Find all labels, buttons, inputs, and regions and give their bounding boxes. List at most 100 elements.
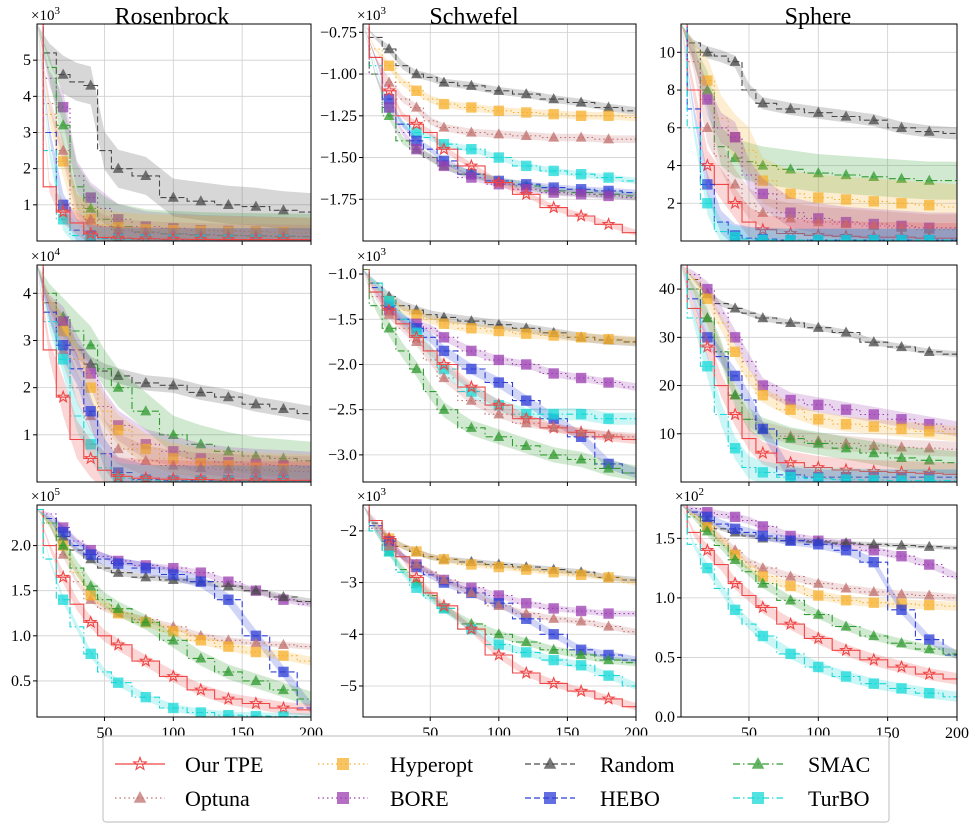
marker-our-tpe [811,460,826,474]
legend-entry-random: Random [525,752,675,777]
marker-turbo [168,234,179,241]
axes-frame [362,264,637,483]
marker-optuna [548,421,560,432]
marker-our-tpe [56,569,71,584]
marker-smac [701,312,713,323]
band-our-tpe [37,509,311,716]
marker-random [167,191,179,202]
tick-labels: 10 20 30 40 [659,281,958,486]
marker-bore [924,418,935,430]
marker-turbo [548,408,559,420]
marker-bore [493,354,505,366]
line-bore [37,508,311,605]
marker-turbo [757,630,769,642]
line-smac [363,505,636,664]
marker-our-tpe [700,542,715,557]
marker-our-tpe [755,445,770,460]
marker-hebo [757,530,769,542]
y-tick-label: 2.0 [11,538,31,555]
marker-turbo [896,475,907,482]
marker-turbo [840,474,852,482]
series-group [681,265,957,482]
marker-hebo [466,363,477,375]
y-tick-label: −1.00 [320,66,357,83]
marker-hebo [702,179,713,190]
marker-optuna [250,464,262,475]
marker-random [112,162,124,173]
line-random [681,24,957,134]
marker-our-tpe [138,470,153,482]
marker-turbo [113,233,124,241]
band-optuna [681,24,957,241]
marker-bore [603,190,614,202]
marker-random [520,88,532,99]
marker-optuna [603,620,615,631]
marker-hebo [383,93,395,105]
marker-turbo [57,214,69,225]
marker-bore [924,559,935,570]
marker-bore [896,414,907,425]
band-hebo [37,509,311,714]
marker-smac [840,168,852,180]
series-hyperopt [363,268,636,346]
marker-optuna [603,133,615,144]
exponent-label: ×103 [357,246,386,265]
series-group [37,508,311,717]
line-optuna [37,265,311,473]
marker-hyperopt [924,599,935,611]
marker-random [278,204,289,215]
marker-hebo [57,526,69,538]
marker-random [923,125,935,136]
y-tick-label: −1.25 [320,108,357,125]
legend-label: HEBO [600,786,660,811]
marker-smac [729,553,741,564]
marker-optuna [57,548,69,559]
series-smac [37,265,311,480]
marker-optuna [383,76,395,87]
marker-bore [548,603,559,614]
tick-labels: 1 2 3 4 5 [23,52,312,245]
marker-turbo [57,354,69,365]
marker-turbo [411,127,422,138]
marker-random [140,376,152,388]
marker-hyperopt [785,404,796,415]
marker-optuna [896,441,907,452]
marker-random [250,398,262,409]
y-tick-label: 1.0 [655,590,675,607]
marker-turbo [924,234,935,241]
marker-hebo [840,545,852,556]
exponent-label: ×104 [31,246,60,265]
series-smac [681,505,957,659]
column-title-rosenbrock: Rosenbrock [115,4,230,30]
marker-bore [757,521,769,532]
marker-our-tpe [491,175,506,189]
subplot-r1-c2: −0.75 −1.00 −1.25 −1.50 −1.75 ×103 [320,5,637,245]
marker-turbo [785,648,796,660]
line-hebo [37,508,311,709]
marker-our-tpe [464,621,479,636]
marker-turbo [868,678,879,689]
line-bore [363,268,636,388]
marker-hyperopt [729,346,741,357]
series-group [37,24,311,241]
marker-smac [140,405,152,416]
marker-turbo [57,594,69,605]
marker-our-tpe [382,83,397,97]
marker-turbo [785,234,796,241]
marker-our-tpe [166,231,181,241]
marker-bore [466,172,477,183]
line-optuna [37,24,311,237]
marker-random [868,336,880,347]
marker-random [278,591,289,602]
y-tick-label: 2 [23,161,31,178]
tick-labels: −2−3−4−550 100 150 200 [340,523,648,742]
marker-hyperopt [603,333,614,345]
marker-smac [520,439,532,450]
marker-our-tpe [755,600,770,614]
marker-our-tpe [409,570,424,584]
y-tick-label: 8 [667,82,675,99]
marker-turbo [575,660,587,671]
marker-bore [548,187,559,198]
marker-turbo [729,443,741,454]
marker-bore [785,394,796,406]
